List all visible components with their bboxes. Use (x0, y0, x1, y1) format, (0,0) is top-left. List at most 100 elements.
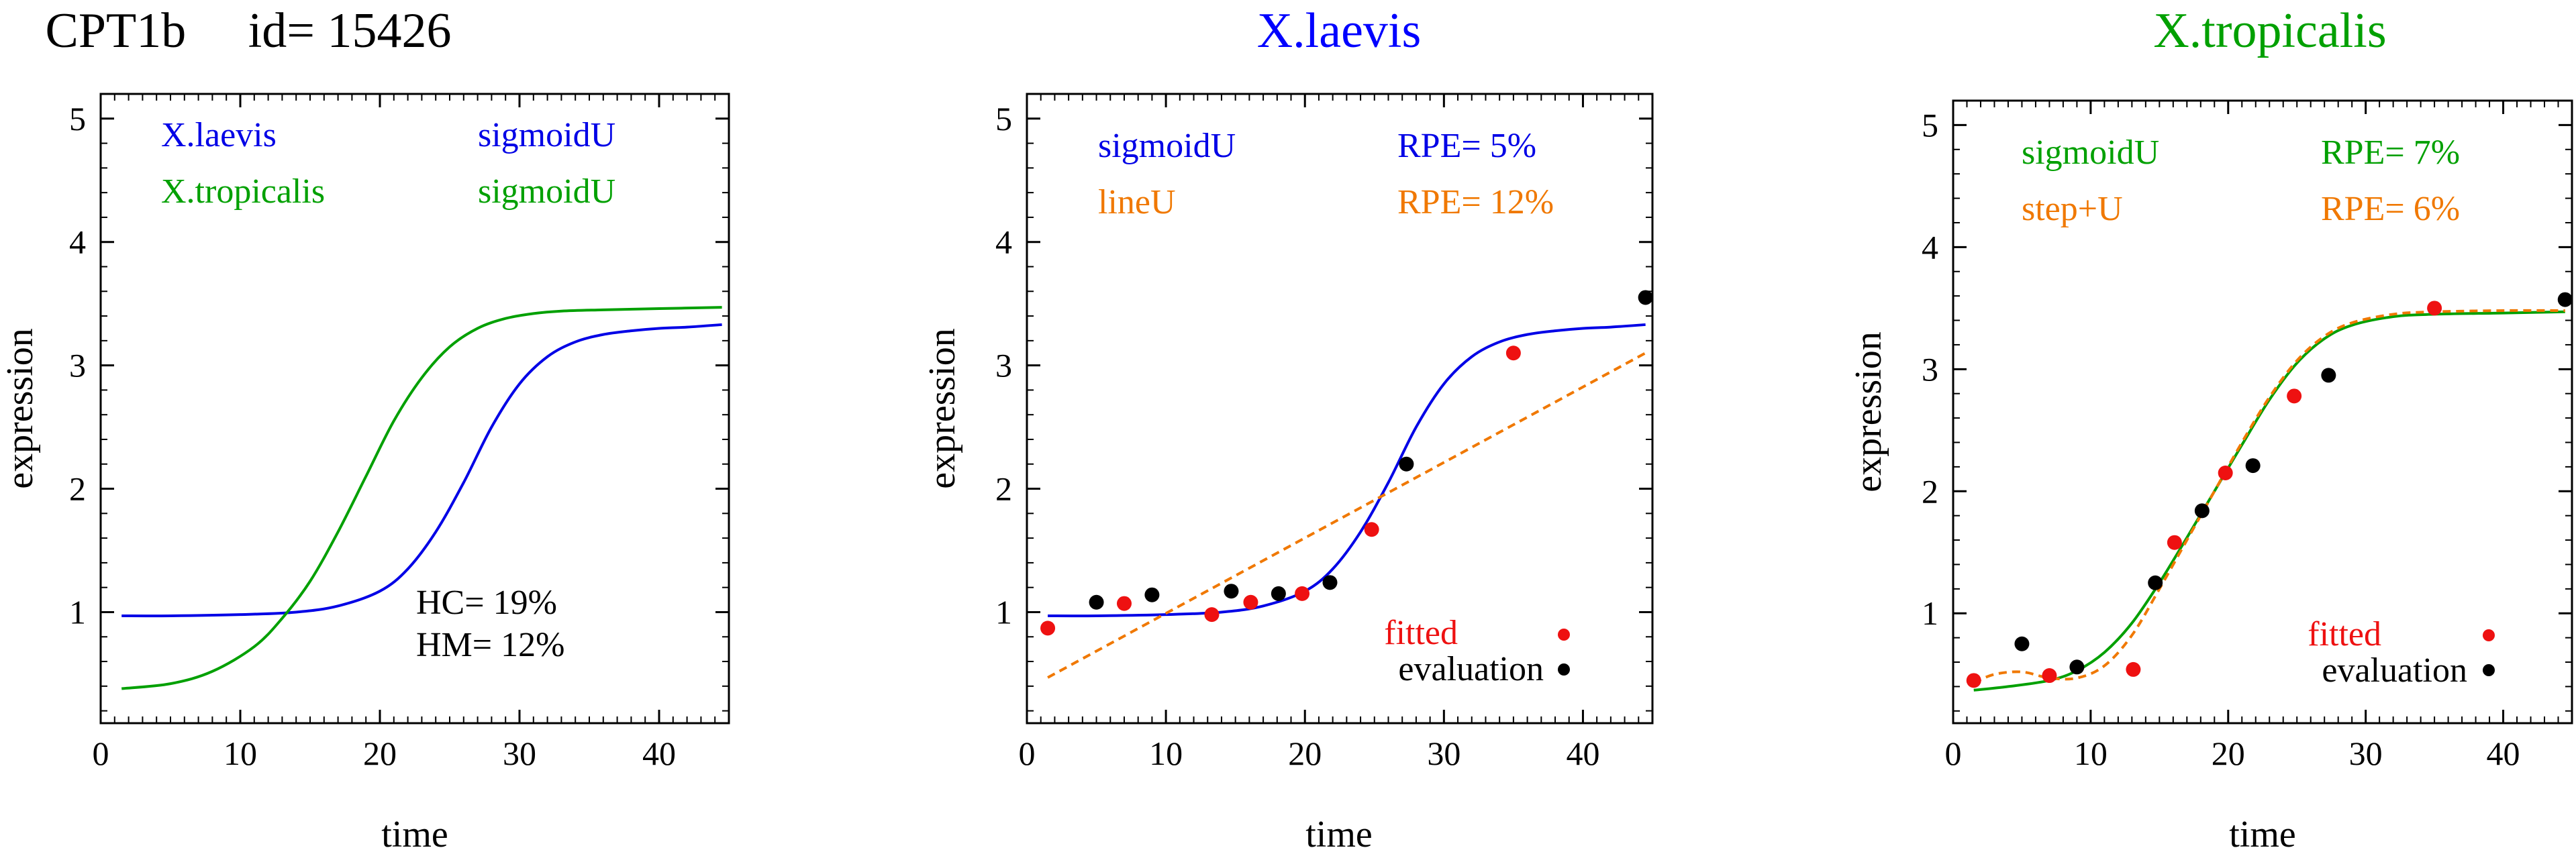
annotation-hc: HC= 19% (416, 584, 557, 622)
legend-fitted-marker (1558, 629, 1570, 641)
x-tick-label: 30 (2349, 735, 2383, 772)
x-tick-label: 10 (224, 735, 257, 772)
panel-xtropicalis: X.tropicalis 0 10 20 30 40 1 2 3 4 5 time expres… (1848, 3, 2573, 855)
y-tick-label: 1 (995, 593, 1012, 631)
legend-fitted-marker (2483, 629, 2495, 641)
x-tick-label: 30 (503, 735, 536, 772)
legend-evaluation-label: evaluation (2322, 651, 2467, 690)
x-axis-label: time (381, 814, 448, 855)
legend-evaluation-marker (2483, 664, 2495, 676)
evaluation-point (1224, 584, 1239, 599)
y-tick-label: 4 (69, 223, 86, 261)
annotation-hm: HM= 12% (416, 626, 564, 664)
evaluation-point (1638, 290, 1653, 305)
series-lines (121, 306, 722, 690)
x-tick-label: 10 (1149, 735, 1183, 772)
legend-name-xlaevis: X.laevis (161, 116, 277, 154)
legend-model-sigmoidu: sigmoidU (1098, 127, 1236, 165)
evaluation-point (2245, 458, 2261, 474)
legend-name-xtropicalis: X.tropicalis (161, 172, 325, 211)
plot-frame (1952, 99, 2573, 725)
panel-title: X.tropicalis (2153, 3, 2386, 58)
y-axis-label: expression (0, 328, 41, 489)
y-axis: 1 2 3 4 5 (995, 100, 1652, 712)
fitted-point (1116, 596, 1132, 611)
legend-evaluation-marker (1558, 663, 1570, 676)
x-tick-label: 20 (2212, 735, 2245, 772)
x-tick-label: 0 (1019, 735, 1036, 772)
x-tick-label: 0 (1945, 735, 1962, 772)
y-tick-label: 1 (69, 593, 86, 631)
y-tick-label: 5 (995, 100, 1012, 138)
fitted-point (2427, 301, 2442, 316)
x-tick-label: 20 (1288, 735, 1322, 772)
x-axis: 0 10 20 30 40 (93, 94, 716, 772)
data-points (1966, 292, 2573, 688)
legend-model-lineu: lineU (1098, 183, 1176, 221)
evaluation-point (2321, 368, 2336, 383)
y-tick-label: 5 (1922, 106, 1938, 144)
legend-model-xtropicalis: sigmoidU (478, 172, 615, 211)
y-axis: 1 2 3 4 5 (1922, 106, 2572, 712)
evaluation-point (1144, 587, 1160, 602)
evaluation-point (2557, 292, 2573, 307)
legend-model-stepu: step+U (2022, 190, 2123, 228)
x-tick-label: 20 (363, 735, 397, 772)
evaluation-point (1322, 575, 1338, 590)
panel-combined: CPT1b id= 15426 0 10 20 30 40 1 2 3 4 5 time exp… (0, 3, 730, 855)
y-tick-label: 2 (69, 470, 86, 508)
x-tick-label: 40 (2487, 735, 2520, 772)
legend-model-xlaevis: sigmoidU (478, 116, 615, 154)
legend-rpe-stepu: RPE= 6% (2321, 190, 2460, 228)
y-tick-label: 3 (1922, 350, 1938, 388)
legend-evaluation-label: evaluation (1398, 650, 1544, 688)
x-tick-label: 0 (93, 735, 109, 772)
series-line-sigmoidu (1048, 323, 1646, 618)
y-tick-label: 2 (995, 470, 1012, 508)
x-axis: 0 10 20 30 40 (1019, 94, 1640, 772)
evaluation-point (1399, 456, 1414, 472)
series-lines (1973, 309, 2565, 692)
panel-xlaevis: X.laevis 0 10 20 30 40 1 2 3 4 5 time expression… (922, 3, 1654, 855)
fitted-point (1364, 522, 1379, 537)
series-line-sigmoidu (1973, 310, 2565, 692)
fitted-point (1966, 673, 1981, 688)
series-line-x-laevis (121, 323, 722, 618)
panel-title: X.laevis (1257, 3, 1422, 58)
evaluation-point (1271, 586, 1286, 601)
x-tick-label: 30 (1427, 735, 1460, 772)
y-axis-label: expression (922, 328, 963, 489)
series-line-step-u (1973, 309, 2565, 684)
y-tick-label: 3 (69, 347, 86, 384)
fitted-point (1204, 607, 1220, 623)
series-line-lineu (1047, 352, 1646, 679)
evaluation-point (2069, 659, 2085, 675)
y-tick-label: 1 (1922, 594, 1938, 632)
plot-frame (99, 93, 730, 725)
x-axis-label: time (1305, 814, 1373, 855)
fitted-point (2218, 465, 2233, 480)
legend-fitted-label: fitted (1384, 614, 1458, 652)
fitted-point (1295, 586, 1310, 601)
x-tick-label: 40 (1566, 735, 1599, 772)
y-axis-label: expression (1848, 331, 1889, 492)
y-tick-label: 5 (69, 100, 86, 138)
legend-rpe-lineu: RPE= 12% (1397, 183, 1554, 221)
evaluation-point (2148, 575, 2163, 590)
legend-rpe-sigmoidu: RPE= 5% (1397, 127, 1536, 165)
panel-title: CPT1b id= 15426 (45, 3, 451, 58)
x-axis: 0 10 20 30 40 (1945, 101, 2559, 772)
series-lines (1047, 323, 1646, 679)
x-axis-label: time (2229, 814, 2296, 855)
evaluation-point (2014, 636, 2030, 651)
data-points (1040, 290, 1653, 636)
fitted-point (1243, 594, 1258, 610)
x-tick-label: 40 (642, 735, 676, 772)
series-line-x-tropicalis (121, 306, 722, 690)
y-tick-label: 4 (995, 223, 1012, 261)
fitted-point (1040, 621, 1056, 636)
y-axis: 1 2 3 4 5 (69, 100, 729, 712)
plot-frame (1026, 93, 1654, 725)
fitted-point (2167, 535, 2182, 550)
